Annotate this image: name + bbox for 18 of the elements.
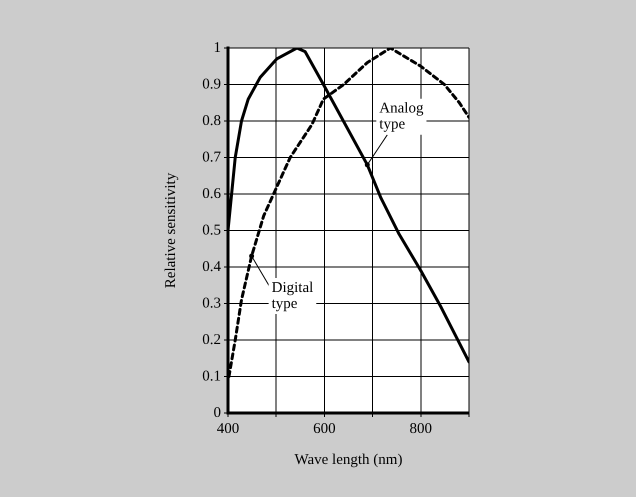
annotation: Analog type [379, 100, 424, 133]
y-tick-label: 0.6 [202, 186, 222, 202]
y-tick-label: 0.1 [202, 368, 221, 384]
y-tick-label: 0 [214, 404, 221, 421]
y-tick-label: 1 [214, 40, 221, 56]
x-tick-label: 400 [216, 420, 240, 437]
y-axis-title: Relative sensitivity [162, 172, 179, 288]
annotation: Digital type [272, 280, 314, 312]
y-tick-label: 0.5 [202, 222, 221, 238]
y-tick-label: 0.3 [202, 295, 221, 312]
y-tick-label: 0.9 [202, 76, 221, 92]
x-tick-label: 800 [410, 420, 432, 437]
y-tick-label: 0.2 [202, 332, 221, 348]
y-tick-label: 0.4 [202, 258, 222, 275]
y-tick-label: 0.8 [202, 112, 221, 129]
x-axis-title: Wave length (nm) [294, 452, 402, 468]
x-tick-label: 600 [313, 420, 336, 437]
y-tick-label: 0.7 [202, 149, 222, 166]
